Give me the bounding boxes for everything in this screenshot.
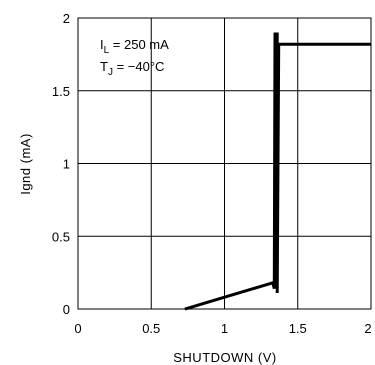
annotation-line-2: TJ = −40°C	[100, 59, 164, 78]
annotation-1-symbol: I	[100, 37, 104, 52]
x-tick-label: 0.5	[142, 321, 160, 336]
annotation-1-value: = 250 mA	[109, 37, 169, 52]
annotation-2-subscript: J	[108, 67, 113, 78]
y-tick-label: 0.5	[52, 229, 70, 244]
x-axis-label: SHUTDOWN (V)	[173, 350, 277, 365]
annotation-line-1: IL = 250 mA	[100, 37, 169, 56]
x-tick-label: 0	[74, 321, 81, 336]
annotation-1-subscript: L	[104, 45, 110, 56]
annotation: IL = 250 mA TJ = −40°C	[100, 37, 169, 78]
y-tick-label: 2	[63, 11, 70, 26]
y-tick-label: 1.5	[52, 84, 70, 99]
annotation-2-symbol: T	[100, 59, 108, 74]
y-tick-label: 0	[63, 302, 70, 317]
series-line	[184, 32, 371, 311]
y-tick-label: 1	[63, 157, 70, 172]
x-tick-labels: 0 0.5 1 1.5 2	[74, 321, 371, 336]
x-tick-label: 2	[364, 321, 371, 336]
y-axis-label: Ignd (mA)	[18, 133, 33, 195]
annotation-2-value: = −40°C	[113, 59, 164, 74]
plot-frame	[77, 17, 372, 310]
x-tick-label: 1.5	[289, 321, 307, 336]
x-tick-label: 1	[221, 321, 228, 336]
y-tick-labels: 0 0.5 1 1.5 2	[52, 11, 70, 317]
